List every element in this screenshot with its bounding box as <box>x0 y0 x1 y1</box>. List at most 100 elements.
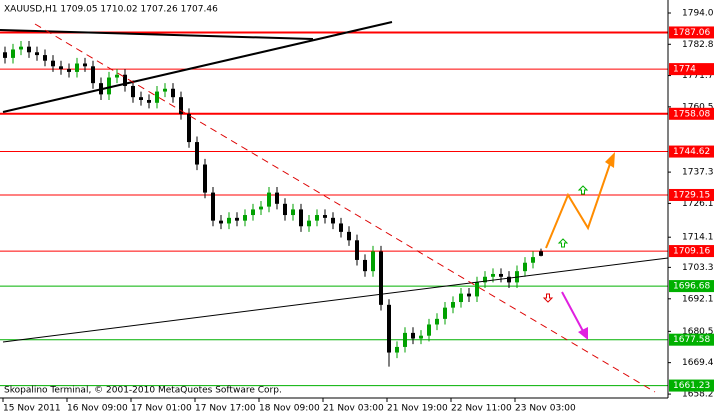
candle-body <box>139 97 143 100</box>
candle-body <box>371 251 375 272</box>
candle-body <box>147 99 151 103</box>
level-label: 1696.68 <box>673 282 710 292</box>
candles <box>3 41 543 367</box>
candle-body <box>459 293 463 303</box>
trend-line <box>34 23 656 393</box>
y-tick-label: 1726.15 <box>682 199 714 209</box>
x-tick-label: 21 Nov 03:00 <box>323 404 384 414</box>
candle-body <box>259 206 263 210</box>
y-tick-label: 1782.85 <box>682 40 714 50</box>
candle-body <box>163 88 167 92</box>
level-label-box <box>669 280 714 293</box>
candle-body <box>3 52 7 58</box>
candle-body <box>11 49 15 58</box>
y-tick-label: 1669.40 <box>682 358 714 368</box>
x-tick-label: 18 Nov 09:00 <box>259 404 320 414</box>
candle-body <box>195 142 199 165</box>
x-tick-label: 17 Nov 17:00 <box>195 404 256 414</box>
candle-body <box>107 77 111 95</box>
candle-body <box>275 192 279 204</box>
candle-body <box>83 63 87 67</box>
candle-body <box>347 231 351 241</box>
candle-body <box>91 66 95 84</box>
candle-body <box>491 273 495 277</box>
candle-body <box>531 257 535 263</box>
candle-body <box>323 215 327 218</box>
candle-body <box>387 304 391 353</box>
candle-body <box>331 217 335 224</box>
x-tick-label: 17 Nov 01:00 <box>131 404 192 414</box>
annotations <box>0 21 669 393</box>
candle-body <box>155 91 159 103</box>
candle-body <box>27 46 31 53</box>
trend-line <box>2 21 393 113</box>
forecast-path <box>545 157 613 249</box>
y-tick-label: 1680.55 <box>682 327 714 337</box>
candle-body <box>379 251 383 305</box>
candle-body <box>363 259 367 272</box>
candle-body <box>131 85 135 98</box>
level-label-box <box>669 188 714 201</box>
candle-body <box>35 52 39 56</box>
y-tick-label: 1692.15 <box>682 294 714 304</box>
candle-body <box>403 332 407 347</box>
candle-body <box>523 262 527 272</box>
y-tick-label: 1714.10 <box>682 233 714 243</box>
footer: Skopalino Terminal, © 2001-2010 MetaQuot… <box>4 386 282 396</box>
level-label: 1677.58 <box>673 335 710 345</box>
candle-body <box>75 63 79 72</box>
level-label-box <box>669 145 714 158</box>
level-label: 1709.16 <box>673 247 710 257</box>
candle-body <box>203 164 207 193</box>
level-label: 1661.23 <box>673 381 710 391</box>
arrow-head <box>605 152 615 168</box>
candle-body <box>299 209 303 227</box>
level-label-box <box>669 379 714 392</box>
y-tick-label: 1771.70 <box>682 71 714 81</box>
candle-body <box>451 302 455 308</box>
candle-body <box>443 307 447 319</box>
candle-body <box>59 66 63 70</box>
y-tick-label: 1737.30 <box>682 168 714 178</box>
level-label-box <box>669 107 714 120</box>
candle-body <box>395 346 399 353</box>
candle-body <box>243 215 247 221</box>
candle-body <box>427 324 431 336</box>
y-tick-label: 1658.20 <box>682 390 714 400</box>
up-arrow <box>557 238 569 248</box>
candle-body <box>51 60 55 67</box>
candle-body <box>115 74 119 78</box>
chart-title: XAUUSD,H1 1709.05 1710.02 1707.26 1707.4… <box>4 5 218 15</box>
forecast-path <box>561 291 585 334</box>
candle-body <box>283 203 287 216</box>
candle-body <box>307 220 311 227</box>
candle-body <box>267 192 271 207</box>
candle-body <box>219 220 223 224</box>
level-label: 1787.06 <box>673 28 710 38</box>
candle-body <box>315 215 319 221</box>
candle-body <box>499 273 503 277</box>
candle-body <box>19 46 23 50</box>
level-label-box <box>669 245 714 258</box>
level-label-box <box>669 333 714 346</box>
y-tick-label: 1760.55 <box>682 102 714 112</box>
x-tick-label: 16 Nov 09:00 <box>67 404 128 414</box>
candle-body <box>355 240 359 260</box>
candle-body <box>235 217 239 221</box>
candle-body <box>211 192 215 221</box>
trend-line <box>2 257 669 343</box>
x-tick-label: 22 Nov 11:00 <box>451 404 512 414</box>
candle-body <box>539 251 543 256</box>
candle-body <box>467 293 471 297</box>
level-label: 1758.08 <box>673 109 710 119</box>
x-tick-label: 21 Nov 19:00 <box>387 404 448 414</box>
axes: 1794.00 1782.85 1771.70 1760.55 1737.30 1726.… <box>2 8 714 414</box>
level-label: 1729.15 <box>673 190 710 200</box>
y-tick-label: 1794.00 <box>682 8 714 18</box>
candle-body <box>171 88 175 98</box>
candle-body <box>411 332 415 339</box>
candle-body <box>507 276 511 283</box>
candle-body <box>179 97 183 115</box>
